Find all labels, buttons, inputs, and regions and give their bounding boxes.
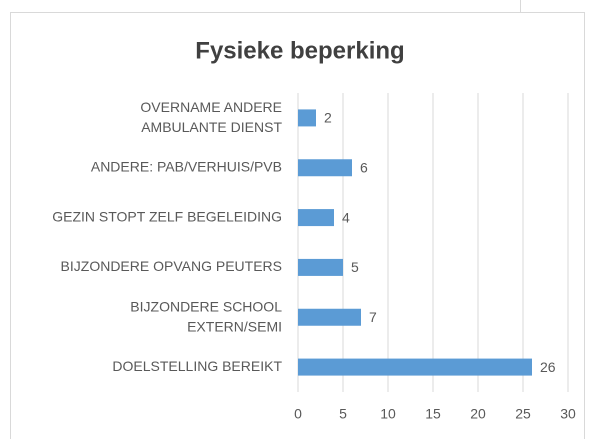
y-tick-label: BIJZONDERE OPVANG PEUTERS [61, 258, 282, 274]
x-tick-label: 15 [425, 406, 441, 422]
value-label: 2 [324, 110, 332, 126]
value-label: 5 [351, 259, 359, 275]
y-tick-label: OVERNAME ANDERE AMBULANTE DIENST [138, 99, 282, 135]
x-tick-label: 10 [380, 406, 396, 422]
bar [298, 109, 316, 127]
x-tick-label: 0 [294, 406, 302, 422]
value-label: 4 [342, 209, 350, 225]
value-label: 7 [369, 309, 377, 325]
x-tick-label: 5 [339, 406, 347, 422]
bar [298, 308, 361, 326]
bar [298, 258, 343, 276]
x-tick-label: 25 [515, 406, 531, 422]
chart-title: Fysieke beperking [195, 37, 404, 64]
y-tick-label: GEZIN STOPT ZELF BEGELEIDING [52, 208, 282, 224]
bar [298, 209, 334, 227]
y-tick-label: ANDERE: PAB/VERHUIS/PVB [91, 158, 282, 174]
x-tick-label: 20 [470, 406, 486, 422]
bar [298, 159, 352, 177]
bar [298, 358, 532, 376]
x-tick-label: 30 [560, 406, 576, 422]
y-tick-label: BIJZONDERE SCHOOL EXTERN/SEMI [130, 298, 282, 334]
value-label: 26 [540, 359, 556, 375]
value-label: 6 [360, 159, 368, 175]
y-tick-label: DOELSTELLING BEREIKT [112, 358, 282, 374]
